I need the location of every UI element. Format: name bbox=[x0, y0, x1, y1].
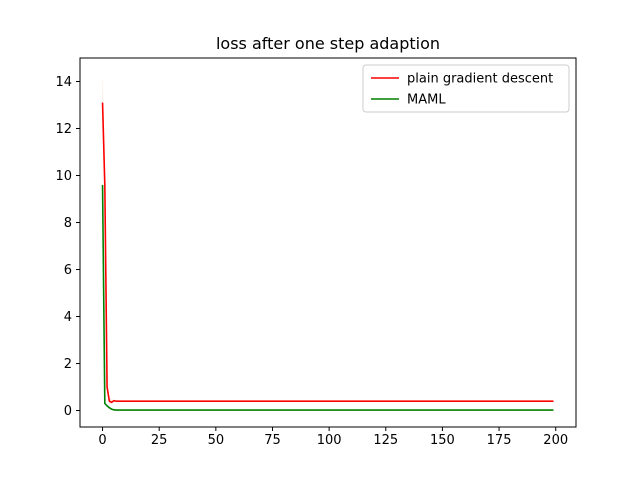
y-tick-label: 2 bbox=[64, 357, 72, 372]
series-line-plain-gradient-descent bbox=[101, 102, 554, 404]
x-tick-label: 175 bbox=[487, 433, 512, 448]
y-axis-ticks: 0 2 4 6 8 10 12 14 bbox=[55, 75, 80, 419]
x-tick-label: 75 bbox=[264, 433, 281, 448]
x-axis-ticks: 0 25 50 75 100 125 150 175 200 bbox=[98, 427, 568, 448]
legend: plain gradient descent MAML bbox=[362, 64, 570, 113]
y-tick-label: 0 bbox=[64, 404, 72, 419]
plot-area bbox=[101, 74, 554, 411]
axes-frame bbox=[79, 57, 577, 428]
y-tick-label: 8 bbox=[64, 216, 72, 231]
y-tick-label: 12 bbox=[55, 122, 72, 137]
y-tick-label: 4 bbox=[64, 310, 72, 325]
y-tick-label: 6 bbox=[64, 263, 72, 278]
chart-title: loss after one step adaption bbox=[216, 34, 440, 53]
legend-label-plain-gradient-descent: plain gradient descent bbox=[407, 72, 553, 87]
x-tick-label: 50 bbox=[208, 433, 225, 448]
x-tick-label: 200 bbox=[543, 433, 568, 448]
x-tick-label: 25 bbox=[151, 433, 168, 448]
y-tick-label: 10 bbox=[55, 169, 72, 184]
x-tick-label: 0 bbox=[98, 433, 106, 448]
x-tick-label: 150 bbox=[430, 433, 455, 448]
legend-box bbox=[362, 64, 570, 113]
series-line-maml bbox=[101, 184, 554, 411]
x-tick-label: 100 bbox=[317, 433, 342, 448]
y-tick-label: 14 bbox=[55, 75, 72, 90]
x-tick-label: 125 bbox=[373, 433, 398, 448]
legend-label-maml: MAML bbox=[407, 93, 446, 108]
